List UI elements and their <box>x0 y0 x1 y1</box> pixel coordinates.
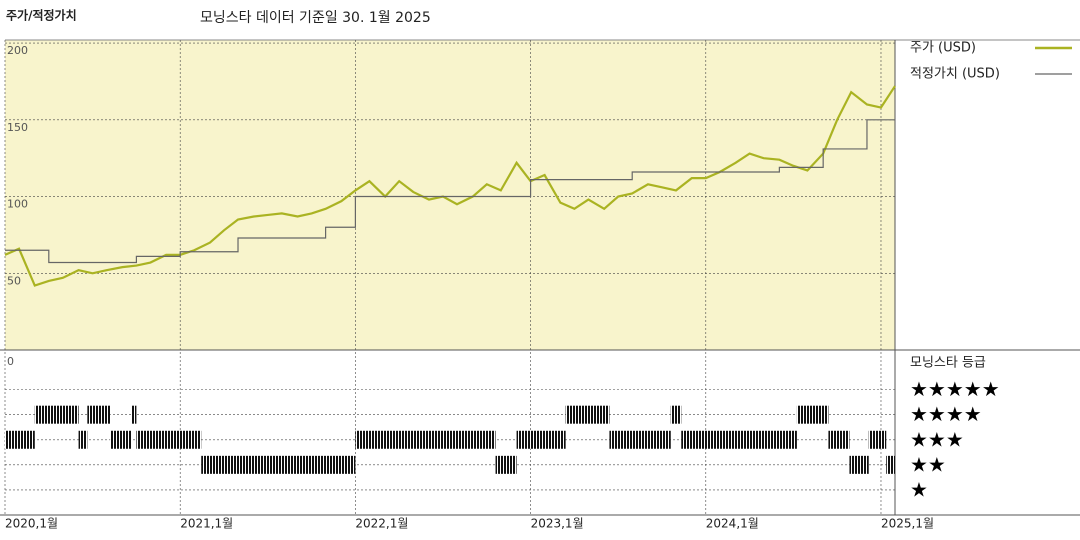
rating-tick-label: ★★★★ <box>910 402 982 426</box>
rating-bar <box>868 430 887 449</box>
rating-bar <box>796 405 829 424</box>
x-tick-label: 2020,1월 <box>5 517 58 531</box>
series-line <box>5 119 895 264</box>
rating-bar <box>131 405 137 424</box>
chart-title: 주가/적정가치 <box>6 8 77 23</box>
rating-title: 모닝스타 등급 <box>910 356 986 371</box>
rating-bar <box>5 430 35 449</box>
rating-bar <box>495 455 517 474</box>
y-tick-label: 200 <box>7 44 28 57</box>
rating-bar <box>136 430 202 449</box>
rating-bar <box>355 430 496 449</box>
plot-background <box>5 40 895 350</box>
legend-label: 적정가치 (USD) <box>910 67 1000 82</box>
rating-bar <box>110 430 132 449</box>
rating-bar <box>87 405 111 424</box>
rating-bar <box>34 405 79 424</box>
y-tick-label: 150 <box>7 121 28 134</box>
rating-tick-label: ★★★ <box>910 427 964 451</box>
y-tick-label: 50 <box>7 274 21 287</box>
y-tick-label: 100 <box>7 198 28 211</box>
x-tick-label: 2024,1월 <box>706 517 759 531</box>
rating-tick-label: ★★★★★ <box>910 377 1000 401</box>
chart-subtitle: 모닝스타 데이터 기준일 30. 1월 2025 <box>200 10 431 26</box>
rating-bar <box>565 405 610 424</box>
x-tick-label: 2023,1월 <box>531 517 584 531</box>
rating-bar <box>849 455 869 474</box>
rating-bar <box>201 455 356 474</box>
rating-tick-label: ★★ <box>910 452 946 476</box>
rating-bar <box>828 430 850 449</box>
rating-bar <box>681 430 797 449</box>
rating-bar <box>609 430 671 449</box>
rating-bar <box>78 430 88 449</box>
rating-axis-label: 0 <box>7 355 14 368</box>
rating-bar <box>886 455 895 474</box>
x-tick-label: 2021,1월 <box>180 517 233 531</box>
rating-bar <box>516 430 566 449</box>
x-tick-label: 2022,1월 <box>355 517 408 531</box>
series-line <box>4 85 896 287</box>
x-tick-label: 2025,1월 <box>881 517 934 531</box>
rating-bar <box>670 405 682 424</box>
legend-label: 주가 (USD) <box>910 41 976 56</box>
rating-tick-label: ★ <box>910 477 928 501</box>
